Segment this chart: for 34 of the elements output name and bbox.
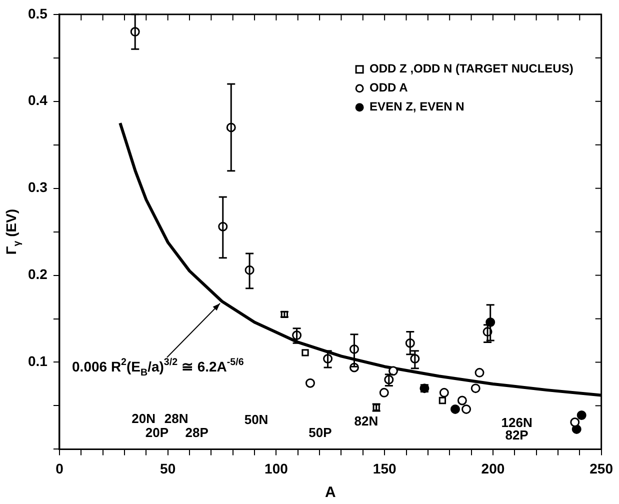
annotation: 50N [244, 412, 268, 427]
annotation: 28N [164, 410, 188, 426]
x-axis-title: A [324, 484, 336, 502]
x-tick-label: 50 [160, 460, 176, 476]
point [570, 417, 580, 427]
annotation: 28P [185, 424, 209, 440]
point [474, 368, 484, 378]
annotation: 82N [354, 414, 378, 429]
point [439, 388, 449, 398]
annotation: 20N [132, 410, 156, 426]
annotation: 50P [308, 425, 332, 440]
annotation: 20P [145, 424, 169, 440]
x-tick-label: 250 [590, 460, 614, 476]
point [388, 366, 398, 376]
point [305, 378, 315, 388]
legend-label: ODD A [370, 80, 408, 95]
legend-label: ODD Z ,ODD N (TARGET NUCLEUS) [370, 62, 574, 76]
point [450, 404, 460, 414]
point [457, 396, 467, 406]
y-tick-label: 0.3 [28, 179, 48, 196]
y-axis-title: Γγ (EV) [3, 208, 24, 255]
y-tick-label: 0.5 [28, 5, 48, 22]
y-tick-label: 0.4 [28, 92, 48, 108]
point [470, 384, 480, 394]
legend-label: EVEN Z, EVEN N [370, 100, 464, 114]
point [379, 388, 389, 398]
x-tick-label: 100 [264, 460, 288, 476]
point [462, 404, 472, 414]
x-tick-label: 150 [372, 460, 396, 476]
point [576, 410, 586, 420]
y-tick-label: 0.1 [28, 353, 48, 370]
x-tick-label: 0 [56, 460, 64, 476]
x-tick-label: 200 [481, 460, 505, 476]
y-tick-label: 0.2 [28, 266, 48, 282]
